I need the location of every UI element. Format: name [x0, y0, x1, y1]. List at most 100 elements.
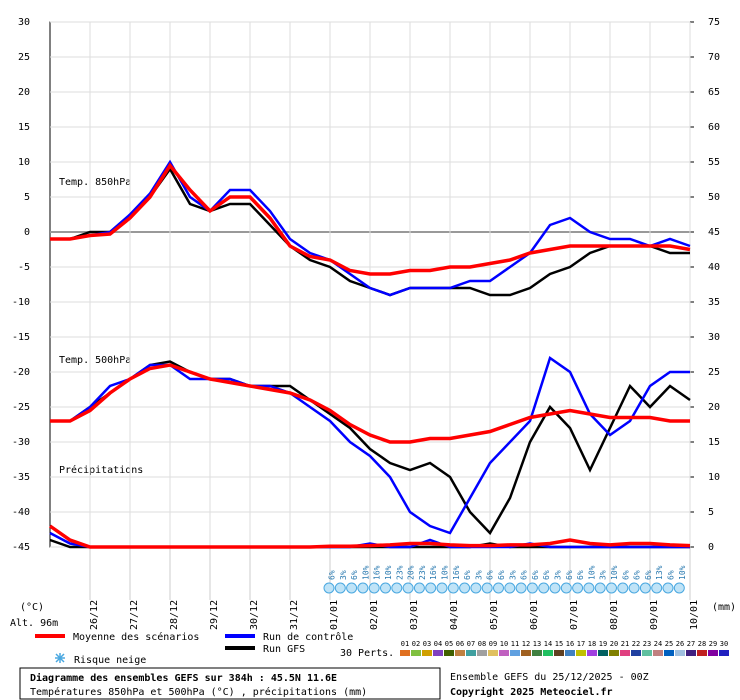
snow-marker — [459, 582, 471, 594]
pert-swatch — [620, 650, 630, 656]
y-tick-label: 15 — [18, 122, 30, 133]
snow-marker — [447, 582, 459, 594]
pert-number: 13 — [533, 640, 541, 648]
x-tick-label: 01/01 — [329, 600, 340, 630]
snow-label: 6% — [542, 570, 551, 580]
legend-label: Run de contrôle — [263, 631, 353, 643]
x-tick-label: 29/12 — [209, 600, 220, 630]
snow-label: 23% — [418, 565, 427, 580]
x-tick-label: 28/12 — [169, 600, 180, 630]
snow-marker — [651, 582, 663, 594]
y2-tick-label: 60 — [708, 122, 720, 133]
series-line — [50, 356, 690, 535]
series-line — [48, 524, 691, 549]
y-tick-label: -20 — [12, 367, 30, 378]
pert-swatch — [686, 650, 696, 656]
legend-label: Moyenne des scénarios — [73, 631, 199, 643]
y2-tick-label: 25 — [708, 367, 720, 378]
panel-label: Précipitations — [59, 464, 143, 476]
pert-swatch — [466, 650, 476, 656]
snow-label: 16% — [452, 565, 461, 580]
pert-number: 08 — [478, 640, 486, 648]
x-tick-label: 08/01 — [609, 600, 620, 630]
snow-marker — [402, 582, 414, 594]
pert-swatch — [664, 650, 674, 656]
snow-label: 6% — [633, 570, 642, 580]
snow-marker — [334, 582, 346, 594]
x-tick-label: 02/01 — [369, 600, 380, 630]
y2-tick-label: 40 — [708, 262, 720, 273]
copyright: Copyright 2025 Meteociel.fr — [450, 686, 613, 698]
pert-swatch — [488, 650, 498, 656]
snow-label: 3% — [599, 570, 608, 580]
snow-label: 3% — [339, 570, 348, 580]
y2-tick-label: 75 — [708, 17, 720, 28]
pert-swatch — [532, 650, 542, 656]
snow-label: 3% — [474, 570, 483, 580]
y2-tick-label: 10 — [708, 472, 720, 483]
series-line — [50, 162, 691, 276]
x-tick-label: 09/01 — [649, 600, 660, 630]
pert-swatch — [675, 650, 685, 656]
snow-marker — [425, 582, 437, 594]
snow-label: 10% — [587, 565, 596, 580]
snow-marker — [639, 582, 651, 594]
x-tick-label: 04/01 — [449, 600, 460, 630]
y-tick-label: 30 — [18, 17, 30, 28]
snow-marker — [380, 582, 391, 594]
y-unit: (°C) — [20, 602, 44, 613]
snow-label: 6% — [644, 570, 653, 580]
snow-marker — [673, 582, 685, 594]
pert-swatch — [598, 650, 608, 656]
snow-marker — [617, 582, 629, 594]
pert-swatch — [554, 650, 564, 656]
pert-swatch — [708, 650, 718, 656]
y-tick-label: 0 — [24, 227, 30, 238]
snow-marker — [436, 582, 448, 594]
panel-label: Temp. 500hPa — [59, 355, 131, 366]
x-tick-label: 07/01 — [569, 600, 580, 630]
y2-tick-label: 15 — [708, 437, 720, 448]
snow-marker — [391, 582, 403, 594]
pert-number: 10 — [500, 640, 508, 648]
pert-number: 20 — [610, 640, 618, 648]
snow-marker — [493, 582, 504, 594]
y2-tick-label: 45 — [708, 227, 720, 238]
pert-number: 27 — [687, 640, 695, 648]
pert-number: 01 — [401, 640, 409, 648]
pert-number: 15 — [555, 640, 563, 648]
y2-tick-label: 70 — [708, 52, 720, 63]
pert-swatch — [400, 650, 410, 656]
x-tick-label: 27/12 — [129, 600, 140, 630]
legend-label: Run GFS — [263, 644, 305, 655]
pert-swatch — [477, 650, 487, 656]
y2-unit: (mm) — [712, 602, 736, 613]
footer-title: Diagramme des ensembles GEFS sur 384h : … — [30, 672, 337, 684]
pert-number: 28 — [698, 640, 706, 648]
pert-number: 12 — [522, 640, 530, 648]
pert-number: 05 — [445, 640, 453, 648]
pert-swatch — [444, 650, 454, 656]
snow-marker — [323, 582, 335, 594]
pert-swatch — [653, 650, 663, 656]
pert-number: 16 — [566, 640, 574, 648]
snow-label: 10% — [441, 565, 450, 580]
snow-label: 13% — [655, 565, 664, 580]
snow-label: 6% — [520, 570, 529, 580]
snow-label: 6% — [531, 570, 540, 580]
snow-label: 20% — [407, 565, 416, 580]
pert-swatch — [576, 650, 586, 656]
series-line — [50, 363, 690, 444]
pert-number: 25 — [665, 640, 673, 648]
snow-marker — [549, 582, 561, 594]
snow-label: 6% — [621, 570, 630, 580]
pert-number: 14 — [544, 640, 552, 648]
pert-swatch — [411, 650, 421, 656]
snow-label: 6% — [486, 570, 495, 580]
snow-label: 10% — [678, 565, 687, 580]
pert-swatch — [510, 650, 520, 656]
x-tick-label: 26/12 — [89, 600, 100, 630]
y-tick-label: -5 — [18, 262, 30, 273]
snow-marker — [583, 582, 595, 594]
pert-number: 22 — [632, 640, 640, 648]
